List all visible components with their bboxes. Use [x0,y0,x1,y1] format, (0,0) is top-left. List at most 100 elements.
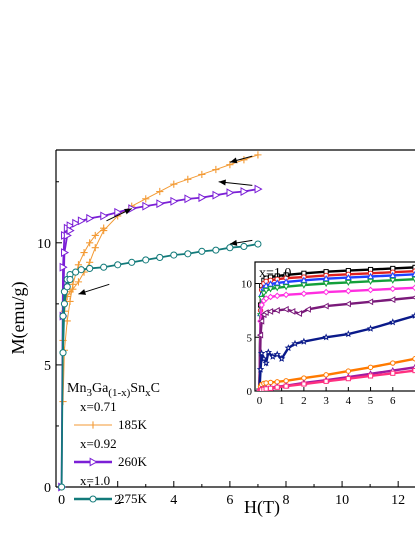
inset-data-point [411,276,415,283]
inset-y-tick-label: 0 [247,386,253,398]
data-point [58,483,66,491]
data-point [59,262,68,272]
inset-series-9 [256,367,415,391]
data-point [184,194,193,204]
inset-x-tick-label: 6 [390,395,396,407]
inset-data-point [304,305,311,313]
data-point [198,193,207,203]
inset-data-point [273,292,281,300]
inset-data-point [262,295,270,302]
data-point [254,151,262,159]
inset-data-point [345,287,352,295]
data-point [142,195,150,203]
inset-data-point [264,348,273,356]
inset-data-point [300,337,308,345]
inset-data-point [256,331,264,339]
inset-data-point [267,286,275,293]
inset-data-point [389,285,397,293]
inset-data-point [411,284,415,292]
inset-data-point [322,280,330,288]
inset-data-point [344,300,351,308]
inset-x-tick-label: 5 [368,395,374,407]
inset-data-point [262,359,270,367]
data-point [100,224,108,232]
legend-title: Mn3Ga(1-x)SnxC [67,381,160,399]
inset-data-point [282,278,290,285]
data-point [128,258,136,266]
data-point [212,190,221,200]
inset-data-point [345,376,351,382]
inset-data-point [389,318,397,326]
inset-data-point [257,349,266,357]
inset-data-point [289,308,296,315]
inset-data-point [258,301,265,309]
inset-data-point [260,354,268,362]
inset-data-point [273,279,281,286]
inset-x-tick-label: 0 [257,395,263,407]
data-point [156,199,165,209]
inset-data-point [282,284,290,291]
inset-data-point [367,364,374,371]
inset-data-point [262,309,269,316]
inset-data-point [344,279,352,287]
inset-data-point [412,356,415,362]
data-point [254,240,262,248]
data-point [72,218,81,228]
inset-data-point [269,352,277,360]
inset-y-tick-label: 5 [247,332,253,344]
inset-data-point [277,354,286,362]
inset-data-point [389,277,397,284]
inset-data-point [366,298,374,306]
data-point [63,283,71,291]
inset-data-point [411,311,415,319]
inset-series-3 [255,276,415,391]
series-line-down [62,279,71,353]
arrow-annotation [229,155,253,164]
data-point [74,278,83,286]
data-point [100,263,108,271]
inset-data-point [323,378,329,384]
legend-entry-185K: 185K [74,417,148,432]
inset-data-point [266,308,274,315]
inset-x-tick-label: 4 [346,395,352,407]
inset-data-point [411,270,415,277]
inset-data-point [283,383,289,389]
inset-data-point [344,330,353,338]
inset-data-point [300,276,308,283]
data-point [128,204,137,214]
inset-data-point [366,324,375,332]
data-point [240,156,248,164]
inset-data-point [284,344,293,352]
data-point [86,258,94,266]
data-point [212,165,220,174]
inset-data-point [322,275,330,282]
arrow-annotation [218,179,253,186]
inset-data-point [273,306,280,314]
inset-data-point [291,339,299,347]
inset-data-point [274,384,280,390]
inset-data-point [390,370,396,376]
legend-swatch-marker [89,495,97,503]
data-point [66,297,74,306]
main-x-tick-label: 2 [114,493,121,508]
data-point [198,170,206,179]
data-point [69,280,77,288]
inset-data-point [301,381,307,387]
main-x-tick-label: 4 [170,493,177,508]
data-point [59,312,67,320]
data-point [156,253,164,262]
inset-x-tick-label: 1 [279,395,285,407]
inset-series-line [258,296,415,391]
main-x-tick-label: 10 [335,493,349,508]
data-point [77,266,85,274]
data-point [198,247,206,255]
legend-entry-label: 275K [118,491,148,506]
inset-data-point [267,385,274,391]
inset-x-tick-label: 3 [323,395,329,407]
data-point [170,196,179,206]
data-point [170,251,178,259]
series-275K [58,240,262,491]
inset-plot: 0 1 2 3 4 5 6 0 5 10 x=1.0 [241,261,415,407]
legend-group-label: x=1.0 [80,473,110,488]
